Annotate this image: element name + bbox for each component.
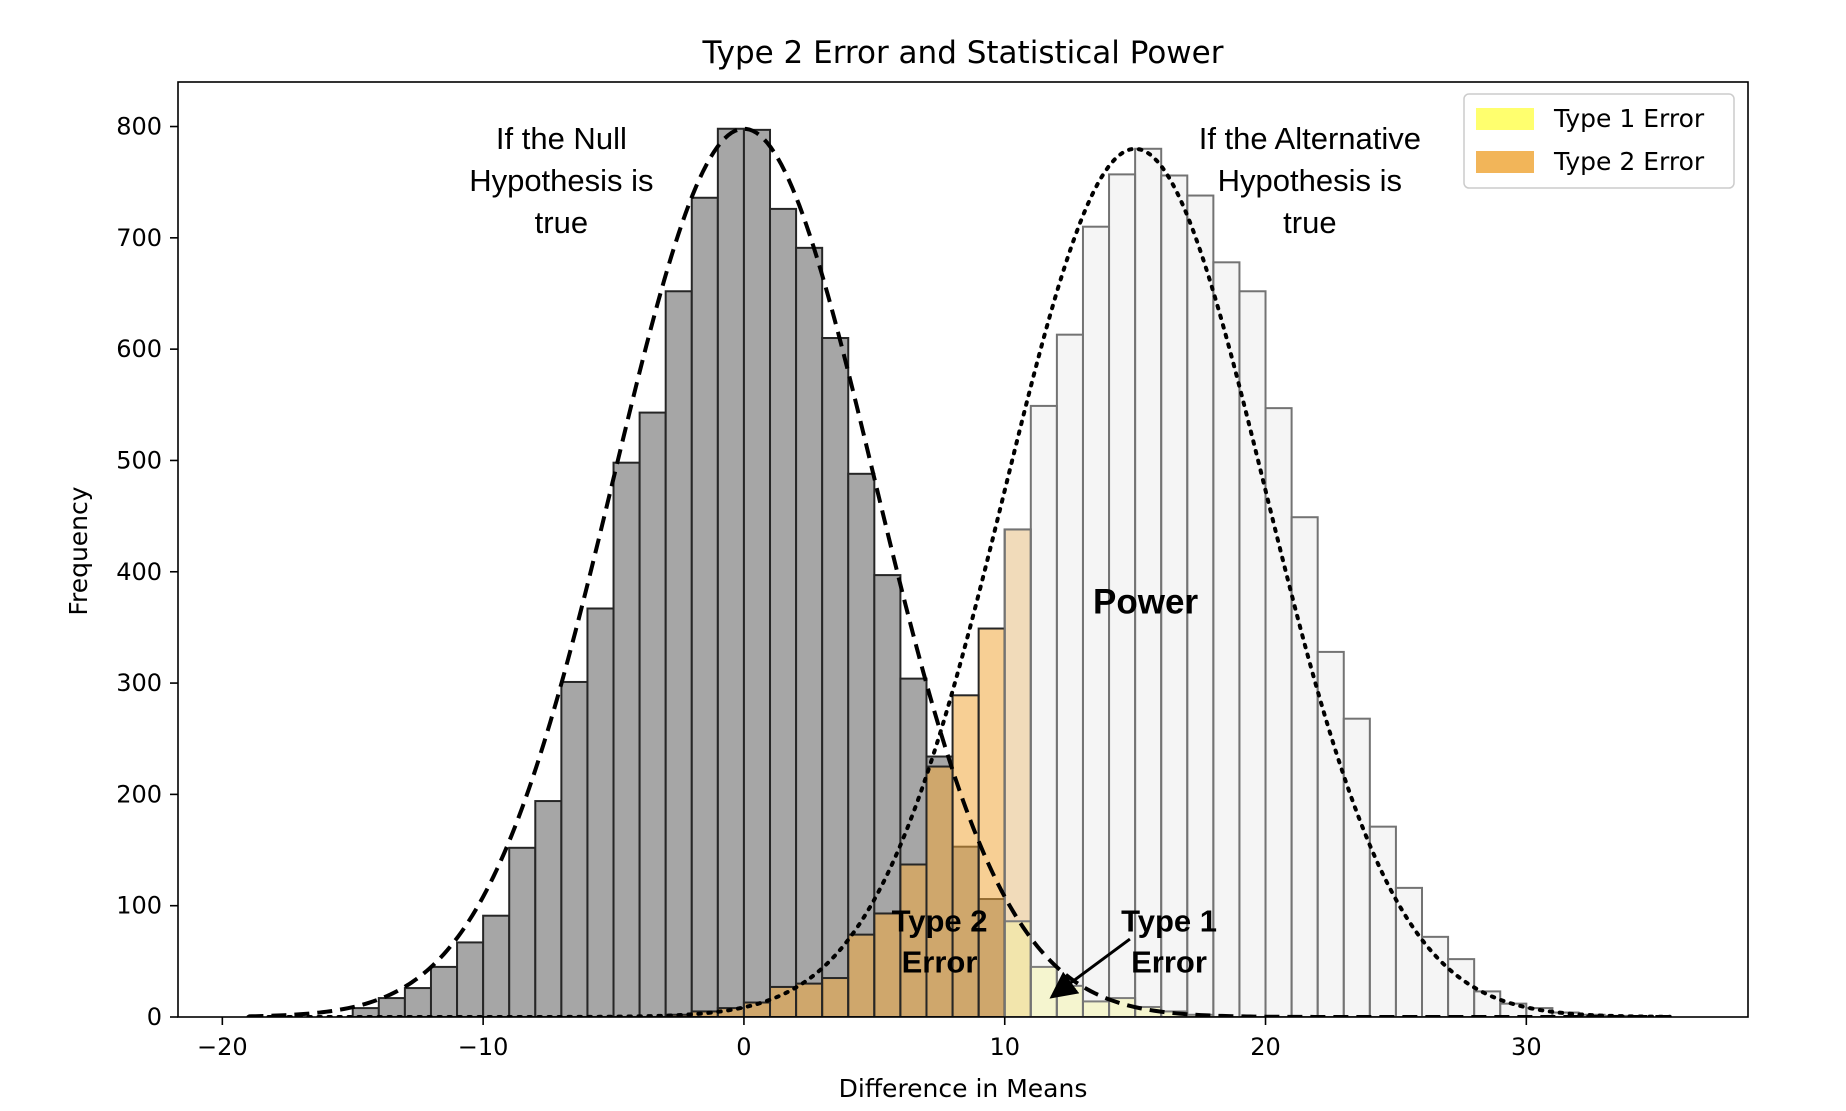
- alt-bar-11: [1290, 516, 1319, 1017]
- null-bar-2: [403, 987, 432, 1017]
- null-bar-7: [534, 800, 563, 1017]
- type1-arrow: [1049, 937, 1131, 999]
- density-curves: [246, 126, 1672, 1017]
- annotation-null: If the Null Hypothesis is true: [469, 121, 653, 240]
- x-axis-label: Difference in Means: [839, 1074, 1088, 1103]
- alt-bar-8: [1212, 261, 1241, 1017]
- null-bar-1: [377, 997, 406, 1017]
- alt-bar-9: [1238, 290, 1267, 1017]
- alt-bar-3: [1081, 225, 1111, 1017]
- alt-bar-4: [1108, 173, 1137, 1017]
- chart-annotations: If the Null Hypothesis is true If the Alter…: [469, 121, 1421, 999]
- x-axis: −20 −10 0 10 20 30: [197, 1017, 1542, 1061]
- null-bar-12: [664, 290, 693, 1017]
- null-bar-5: [482, 914, 511, 1017]
- alternative-density-curve: [246, 146, 1672, 1017]
- null-bar-4: [456, 941, 485, 1017]
- type2-bar-4: [769, 985, 798, 1017]
- y-axis: 0 100 200 300 400 500 600 700 800: [116, 113, 178, 1031]
- chart-title: Type 2 Error and Statistical Power: [702, 35, 1224, 71]
- type2-bar-12: [977, 627, 1006, 1017]
- annotation-type2: Type 2 Error: [892, 903, 988, 979]
- legend-swatch-0: [1476, 108, 1534, 130]
- legend-label-0: Type 1 Error: [1553, 104, 1705, 133]
- y-tick-label-7: 700: [116, 224, 162, 252]
- y-axis-label: Frequency: [64, 486, 93, 615]
- annotation-alt: If the Alternative Hypothesis is true: [1199, 121, 1421, 240]
- null-bar-16: [769, 207, 798, 1017]
- y-tick-label-8: 800: [116, 113, 162, 141]
- null-bar-9: [586, 607, 615, 1017]
- x-tick-label-1: −10: [458, 1033, 509, 1061]
- annotation-type1: Type 1 Error: [1121, 903, 1217, 979]
- null-density-curve: [248, 126, 1670, 1017]
- y-tick-label-0: 0: [147, 1003, 162, 1031]
- null-bar-15: [742, 128, 772, 1017]
- annotation-power: Power: [1093, 582, 1198, 621]
- null-bar-18: [821, 337, 850, 1017]
- y-tick-label-2: 200: [116, 780, 162, 808]
- plot-frame: [177, 81, 1749, 1018]
- x-tick-label-4: 20: [1250, 1033, 1281, 1061]
- type2-bar-5: [795, 982, 824, 1017]
- legend-swatch-1: [1476, 151, 1534, 173]
- alternative-histogram: [1003, 147, 1632, 1017]
- y-tick-label-5: 500: [116, 446, 162, 474]
- alt-bar-6: [1160, 174, 1189, 1017]
- y-tick-label-3: 300: [116, 669, 162, 697]
- x-tick-label-3: 10: [989, 1033, 1020, 1061]
- y-tick-label-1: 100: [116, 892, 162, 920]
- null-bar-17: [795, 246, 824, 1017]
- x-tick-label-5: 30: [1511, 1033, 1542, 1061]
- null-bar-0: [351, 1007, 380, 1017]
- x-tick-label-2: 0: [736, 1033, 751, 1061]
- type2-bar-6: [821, 977, 850, 1017]
- null-bar-11: [638, 411, 667, 1017]
- alt-bar-18: [1473, 990, 1502, 1017]
- null-bar-14: [716, 127, 745, 1017]
- null-bar-6: [508, 846, 537, 1017]
- alt-bar-13: [1342, 717, 1371, 1017]
- type2-bar-9: [899, 863, 928, 1017]
- legend-label-1: Type 2 Error: [1553, 147, 1705, 176]
- alt-bar-16: [1421, 935, 1450, 1017]
- type2-bar-10: [925, 765, 954, 1017]
- type2-bar-7: [847, 933, 876, 1017]
- legend: Type 1 Error Type 2 Error: [1463, 93, 1735, 189]
- null-bar-3: [429, 965, 459, 1017]
- alt-bar-5: [1134, 147, 1163, 1017]
- x-tick-label-0: −20: [197, 1033, 248, 1061]
- alt-bar-1: [1029, 404, 1058, 1017]
- y-tick-label-6: 600: [116, 335, 162, 363]
- null-bar-13: [690, 196, 719, 1017]
- alt-bar-17: [1447, 958, 1476, 1017]
- alt-bar-0: [1003, 528, 1032, 1017]
- null-bar-10: [612, 461, 641, 1017]
- alt-bar-2: [1055, 333, 1084, 1017]
- alt-bar-7: [1186, 194, 1215, 1017]
- type2-bar-1: [690, 1010, 719, 1017]
- null-bar-8: [560, 680, 589, 1017]
- y-tick-label-4: 400: [116, 558, 162, 586]
- type2-bar-8: [873, 912, 902, 1017]
